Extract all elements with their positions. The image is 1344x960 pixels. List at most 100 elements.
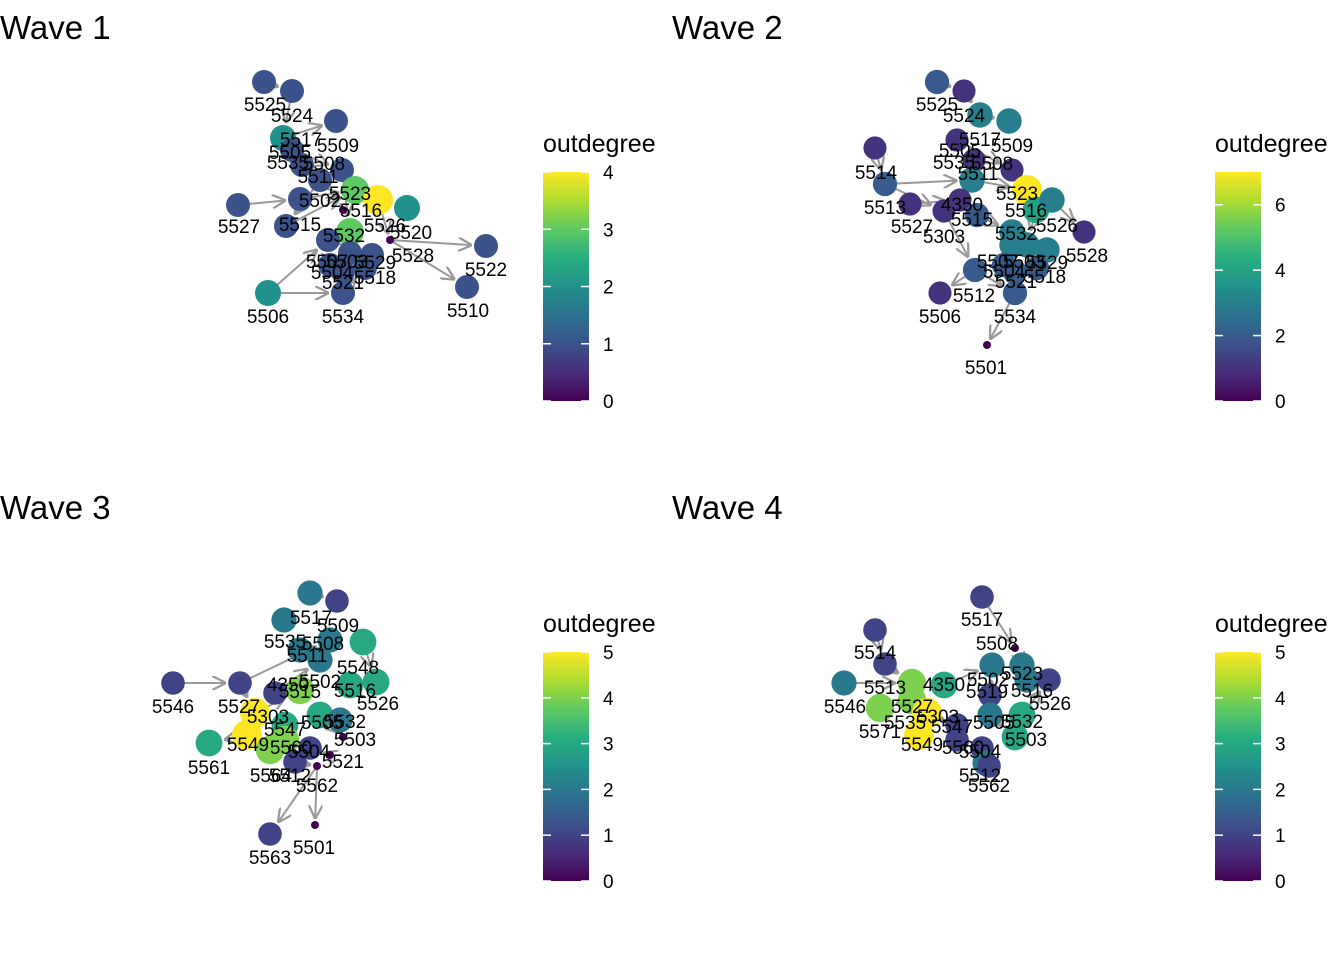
node-5506 [255, 280, 281, 306]
node-label-4350: 4350 [267, 675, 309, 696]
node-label-5521: 5521 [322, 752, 364, 773]
node-label-5527: 5527 [891, 217, 933, 238]
panel-title: Wave 3 [0, 489, 111, 526]
edge [278, 765, 318, 823]
node-5526 [362, 668, 390, 696]
panel-wave-3: Wave 3 5517 5509 5535 5508 5511 5548 5546 5527 4… [0, 480, 672, 960]
legend-colorbar [1215, 652, 1261, 881]
node-5515 [274, 214, 298, 238]
node-label-5532: 5532 [324, 712, 366, 733]
node-5526 [1037, 668, 1061, 692]
node-label-5520: 5520 [390, 223, 432, 244]
node-label-5518: 5518 [354, 268, 396, 289]
node-label-5511: 5511 [287, 646, 328, 667]
node-label-5532: 5532 [323, 226, 365, 247]
node-label-5521: 5521 [322, 273, 364, 294]
node-label-5522: 5522 [465, 260, 507, 281]
node-label-5535: 5535 [933, 153, 975, 174]
node-5513 [873, 652, 897, 676]
node-5532 [1008, 701, 1036, 729]
legend-tick-label: 1 [603, 335, 614, 356]
node-5516 [336, 671, 364, 699]
node-label-5535: 5535 [267, 153, 309, 174]
panel-wave-2: Wave 2 5525 5524 5517 5509 5505 5535 5508 5511 5… [672, 0, 1344, 480]
node-5524 [280, 79, 304, 103]
node-5303 [932, 199, 956, 223]
node-5563 [258, 822, 282, 846]
panel-title: Wave 2 [672, 9, 783, 46]
node-5504 [298, 736, 322, 760]
node-label-5518: 5518 [1024, 267, 1066, 288]
node-label-5519: 5519 [966, 682, 1008, 703]
node-5515 [285, 675, 315, 705]
node-5512 [283, 750, 307, 774]
node-5516 [339, 206, 347, 214]
node-5508 [330, 158, 354, 182]
node-label-4350: 4350 [941, 195, 983, 216]
node-label-5505: 5505 [269, 143, 311, 164]
node-label-5526: 5526 [357, 694, 399, 715]
node-label-5509: 5509 [991, 136, 1033, 157]
node-label-5525: 5525 [916, 95, 958, 116]
node-label-5534: 5534 [322, 307, 365, 328]
node-label-4350: 4350 [923, 675, 965, 696]
node-5527 [228, 671, 252, 695]
legend-tick-label: 0 [603, 392, 614, 413]
node-label-5507: 5507 [306, 252, 348, 273]
node-label-5535: 5535 [884, 713, 926, 734]
node-label-5549: 5549 [901, 735, 943, 756]
node-label-5517: 5517 [961, 610, 1003, 631]
node-label-5523: 5523 [1001, 664, 1043, 685]
node-label-5503: 5503 [1003, 252, 1045, 273]
node-5512 [962, 257, 988, 283]
node-5508 [317, 627, 343, 653]
node-label-5564: 5564 [250, 766, 293, 787]
node-5560 [945, 728, 969, 752]
node-5511 [287, 637, 313, 663]
node-label-5508: 5508 [303, 154, 345, 175]
node-label-5560: 5560 [942, 738, 984, 759]
node-5520 [394, 195, 420, 221]
node-5503 [338, 241, 362, 265]
node-5564 [255, 735, 285, 765]
node-5519 [978, 683, 1002, 707]
legend-title: outdegree [1215, 130, 1328, 158]
node-5528 [1072, 220, 1096, 244]
node-5506 [928, 281, 952, 305]
node-label-5512: 5512 [269, 766, 311, 787]
node-label-5505: 5505 [301, 713, 343, 734]
node-5546 [161, 671, 185, 695]
node-5510 [455, 275, 479, 299]
node-label-5532: 5532 [1001, 712, 1043, 733]
node-5501 [311, 821, 319, 829]
legend: outdegree 0 1 2 3 4 5 [543, 610, 656, 893]
legend: outdegree 0 1 2 3 4 [543, 130, 656, 413]
node-5517 [297, 580, 323, 606]
node-label-5508: 5508 [976, 634, 1018, 655]
legend-tick-label: 2 [603, 278, 614, 299]
node-label-5504: 5504 [959, 742, 1002, 763]
node-label-5503: 5503 [326, 252, 368, 273]
node-5503 [1014, 232, 1040, 258]
legend-colorbar [1215, 172, 1261, 401]
node-label-5515: 5515 [951, 210, 993, 231]
node-label-5529: 5529 [354, 253, 396, 274]
node-label-5513: 5513 [864, 198, 906, 219]
panel-wave-4: Wave 4 5517 5508 5514 5523 5513 4350 5502 5519 5… [672, 480, 1344, 960]
node-5502 [307, 647, 333, 673]
node-label-5515: 5515 [279, 215, 321, 236]
edge [389, 239, 455, 280]
node-5532 [336, 218, 364, 246]
node-5509 [996, 108, 1022, 134]
node-4350 [930, 671, 958, 699]
node-label-5524: 5524 [943, 106, 986, 127]
node-5525 [924, 69, 950, 95]
node-4350 [263, 681, 287, 705]
node-label-5526: 5526 [364, 216, 406, 237]
